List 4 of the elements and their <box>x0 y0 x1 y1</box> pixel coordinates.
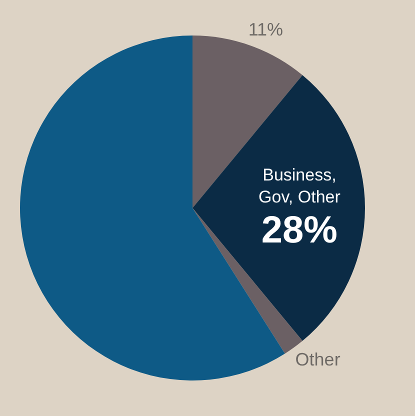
data-label: 28% <box>261 209 338 252</box>
slice-label: Other <box>295 349 340 370</box>
slice-label: Business, Gov, Other <box>258 166 341 207</box>
data-label: 11% <box>248 20 284 40</box>
